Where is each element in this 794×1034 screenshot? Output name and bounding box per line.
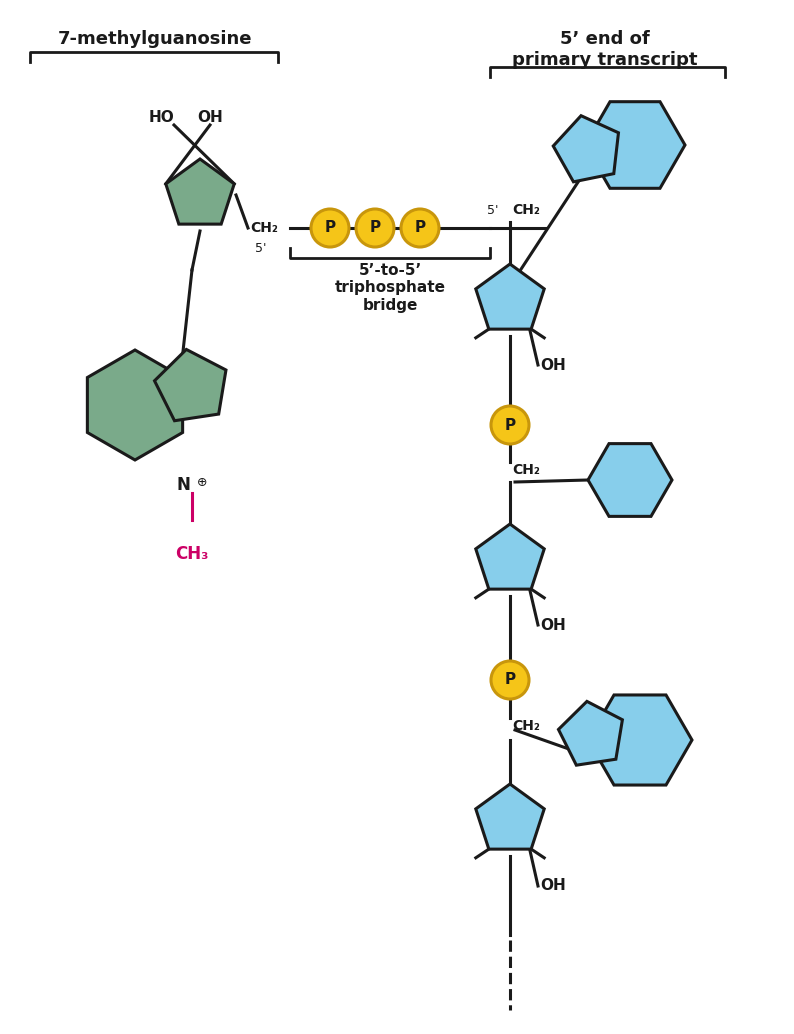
Polygon shape bbox=[476, 524, 544, 589]
Text: 7-methylguanosine: 7-methylguanosine bbox=[58, 30, 252, 48]
Circle shape bbox=[356, 209, 394, 247]
Text: N: N bbox=[176, 476, 190, 494]
Polygon shape bbox=[87, 349, 183, 460]
Polygon shape bbox=[155, 349, 226, 421]
Circle shape bbox=[401, 209, 439, 247]
Text: 5': 5' bbox=[487, 204, 498, 216]
Text: OH: OH bbox=[540, 617, 566, 633]
Text: 5’ end of
primary transcript: 5’ end of primary transcript bbox=[512, 30, 698, 69]
Text: OH: OH bbox=[540, 358, 566, 372]
Text: 5’-to-5’
triphosphate
bridge: 5’-to-5’ triphosphate bridge bbox=[334, 263, 445, 313]
Text: CH₂: CH₂ bbox=[512, 719, 540, 733]
Text: CH₂: CH₂ bbox=[512, 463, 540, 477]
Circle shape bbox=[311, 209, 349, 247]
Polygon shape bbox=[476, 264, 544, 329]
Text: ⊕: ⊕ bbox=[197, 476, 207, 488]
Polygon shape bbox=[553, 116, 619, 182]
Polygon shape bbox=[588, 695, 692, 785]
Polygon shape bbox=[476, 784, 544, 849]
Polygon shape bbox=[588, 444, 672, 516]
Text: OH: OH bbox=[540, 879, 566, 893]
Text: CH₂: CH₂ bbox=[250, 221, 278, 235]
Text: 5': 5' bbox=[255, 242, 267, 254]
Polygon shape bbox=[585, 101, 685, 188]
Text: P: P bbox=[504, 672, 515, 688]
Text: OH: OH bbox=[197, 111, 223, 125]
Text: HO: HO bbox=[149, 111, 175, 125]
Text: P: P bbox=[504, 418, 515, 432]
Circle shape bbox=[491, 406, 529, 444]
Text: P: P bbox=[414, 220, 426, 236]
Polygon shape bbox=[558, 701, 622, 765]
Text: CH₂: CH₂ bbox=[512, 203, 540, 217]
Text: P: P bbox=[369, 220, 380, 236]
Circle shape bbox=[491, 661, 529, 699]
Text: P: P bbox=[325, 220, 336, 236]
Text: CH₃: CH₃ bbox=[175, 545, 209, 562]
Polygon shape bbox=[166, 159, 234, 224]
